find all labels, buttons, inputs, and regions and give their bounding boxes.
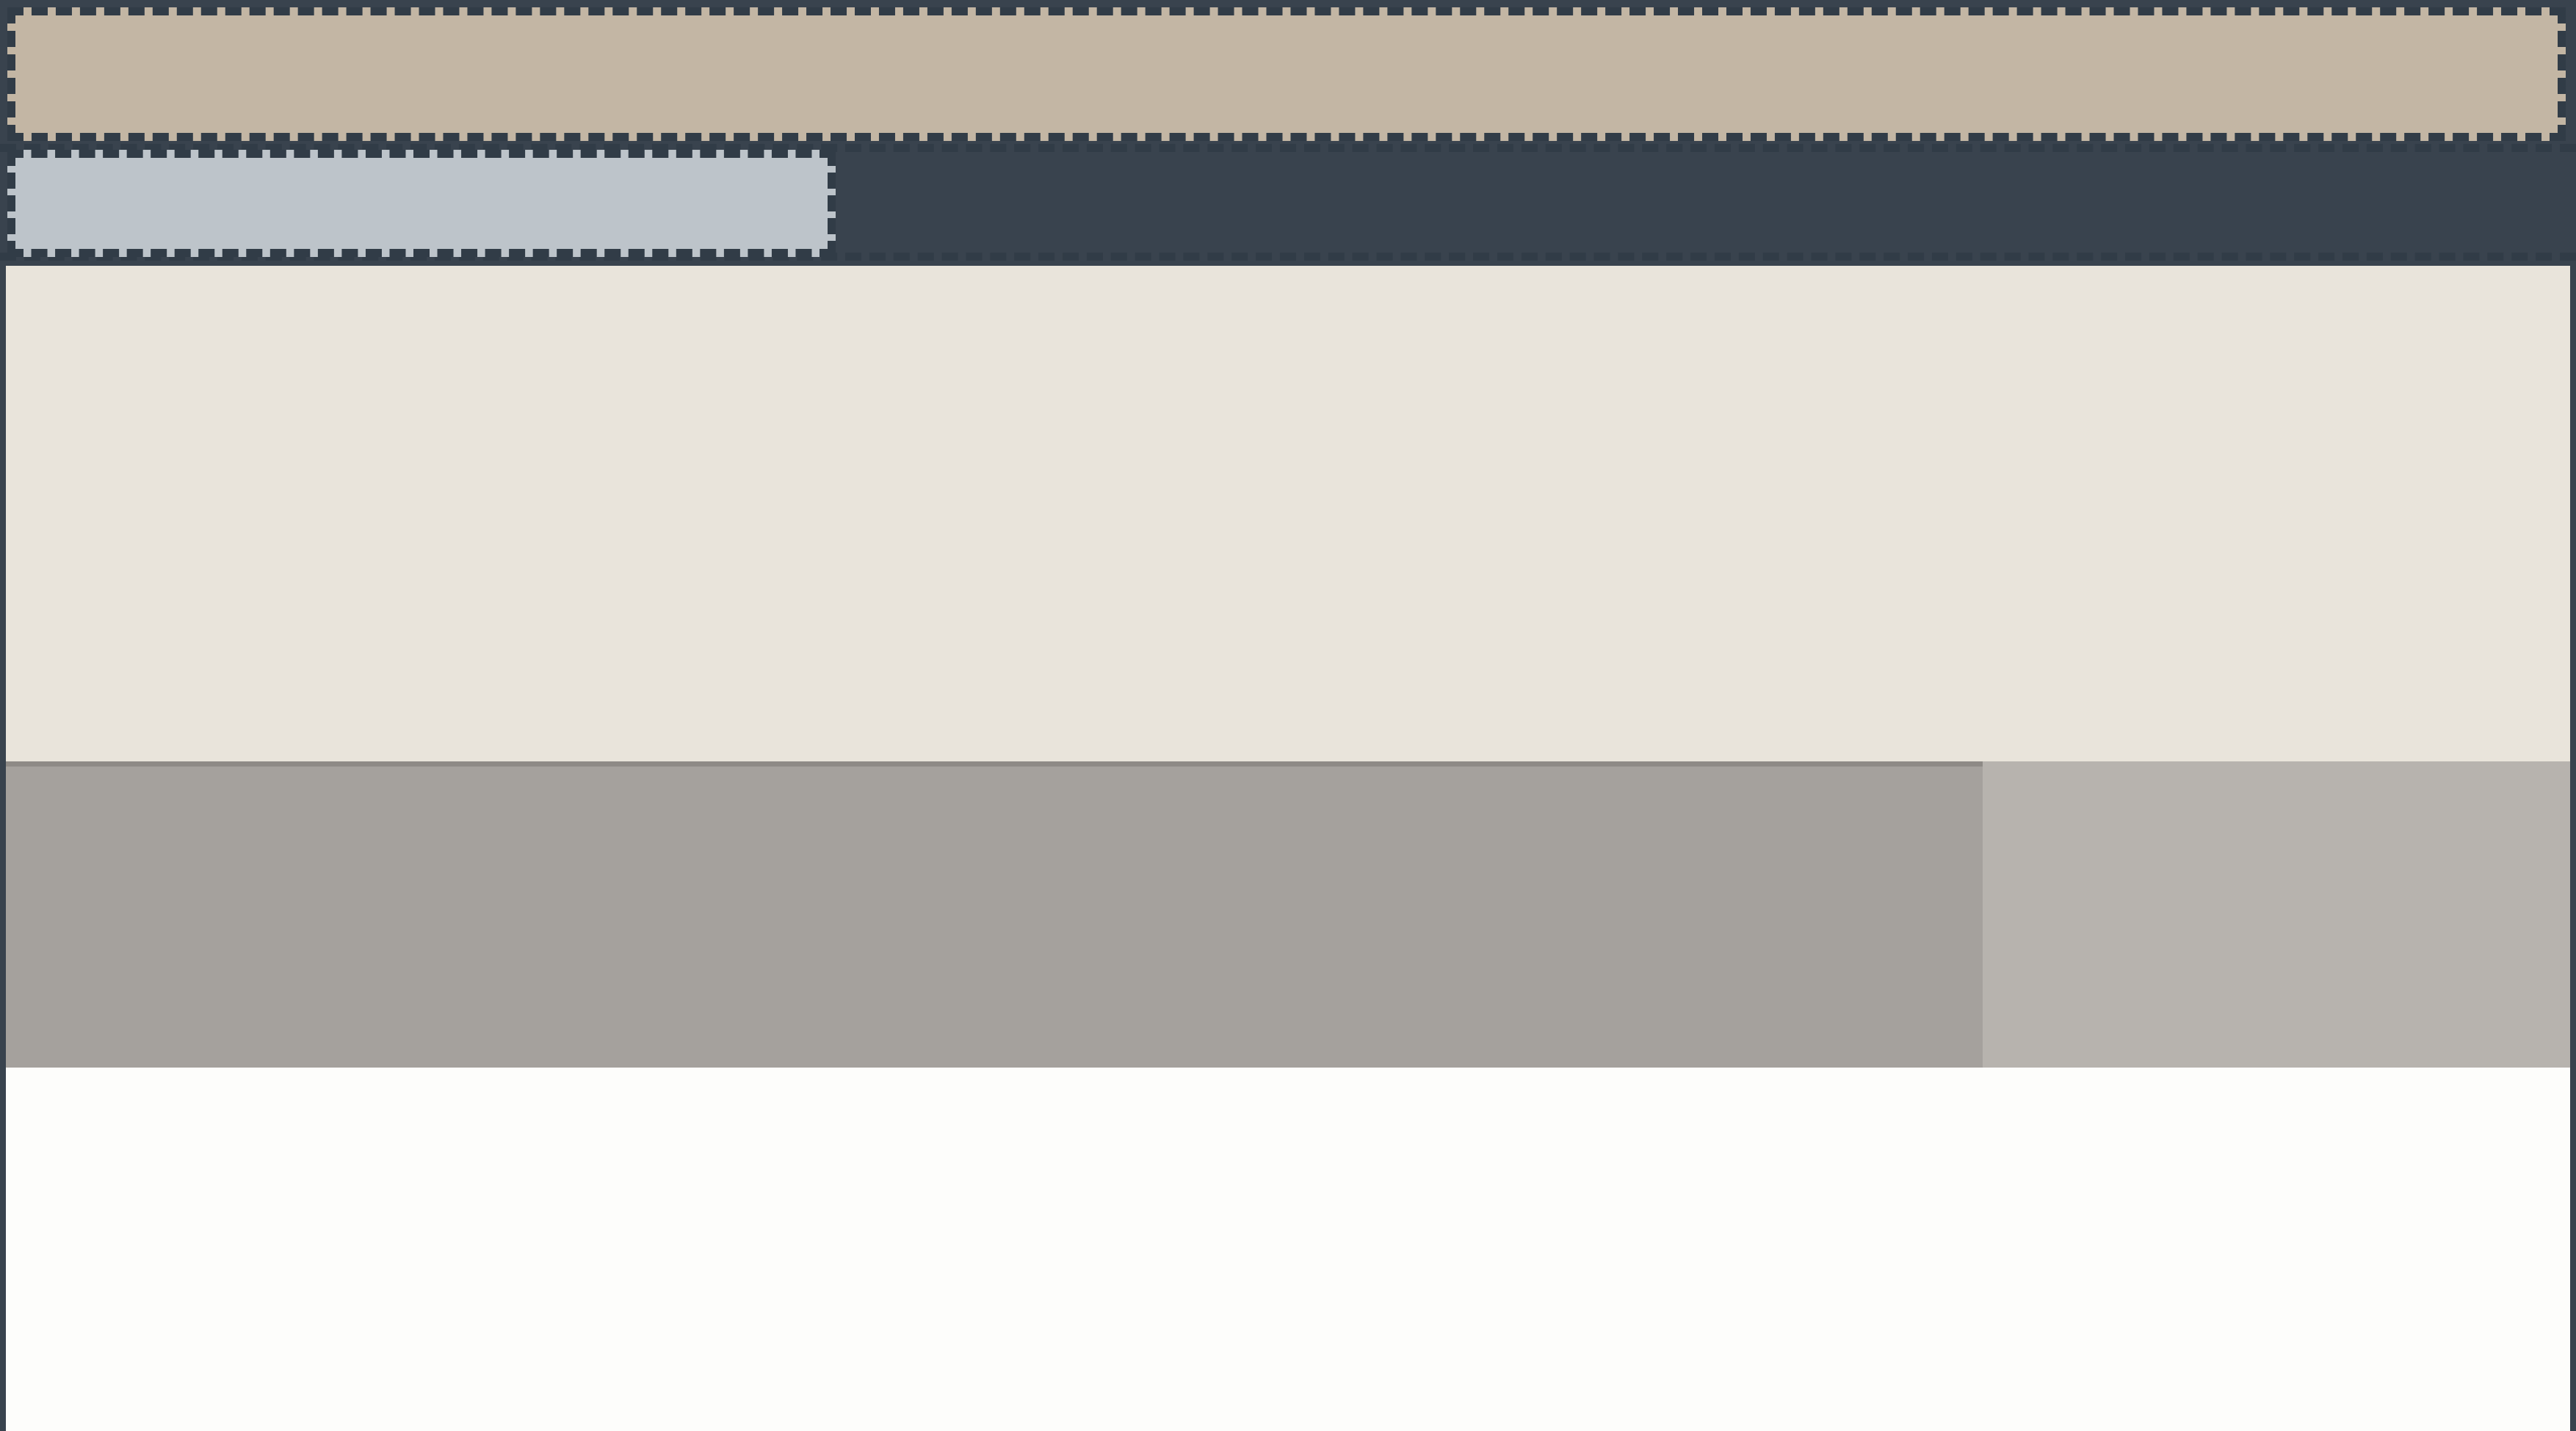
subtitle-band — [7, 150, 836, 257]
panel-maxmin-temp — [1385, 266, 1972, 648]
sun-path-colorbar — [1717, 1107, 1787, 1366]
panel-temp-anomalies — [15, 270, 698, 656]
panel-temp-heatmap — [1978, 266, 2570, 671]
temp-heatmap-chart — [1978, 266, 2570, 668]
sun-path-stereographic — [1469, 1107, 1718, 1366]
panel-best-time — [1990, 1069, 2570, 1431]
page-subtitle — [15, 158, 828, 174]
maxmin-chart — [1385, 266, 1972, 648]
top-strip-bg — [6, 266, 2570, 761]
beach-pool-chart — [10, 1070, 711, 1358]
anomalies-chart — [15, 280, 690, 656]
panel-conclusion-climate — [17, 771, 700, 790]
sun-path-3d — [1781, 1113, 1989, 1355]
dashed-divider-top — [0, 144, 2576, 152]
wind-days-chart — [708, 805, 1031, 988]
panel-air-quality — [1368, 767, 1981, 1031]
panel-sun-path — [1366, 1069, 1989, 1431]
panel-illumination — [712, 1069, 1366, 1392]
page-title — [15, 15, 2558, 35]
dashed-divider-sub — [0, 253, 2576, 261]
panel-beach-pool — [10, 1069, 711, 1358]
mean-yearly-chart — [702, 292, 1381, 698]
air-quality-chart — [1368, 767, 1981, 1031]
bottom-strip-bg — [6, 1068, 2570, 1431]
panel-psychrometric — [1983, 761, 2570, 1068]
wind-rose-chart — [1027, 777, 1364, 1076]
illumination-chart — [712, 1069, 1364, 1392]
psychrometric-chart — [1983, 761, 2570, 1068]
panel-mean-yearly — [702, 280, 1381, 698]
panel-wind — [702, 767, 1364, 1068]
content-area — [6, 266, 2570, 1431]
tourism-chart — [1990, 1069, 2570, 1289]
main-title-band — [7, 7, 2566, 141]
